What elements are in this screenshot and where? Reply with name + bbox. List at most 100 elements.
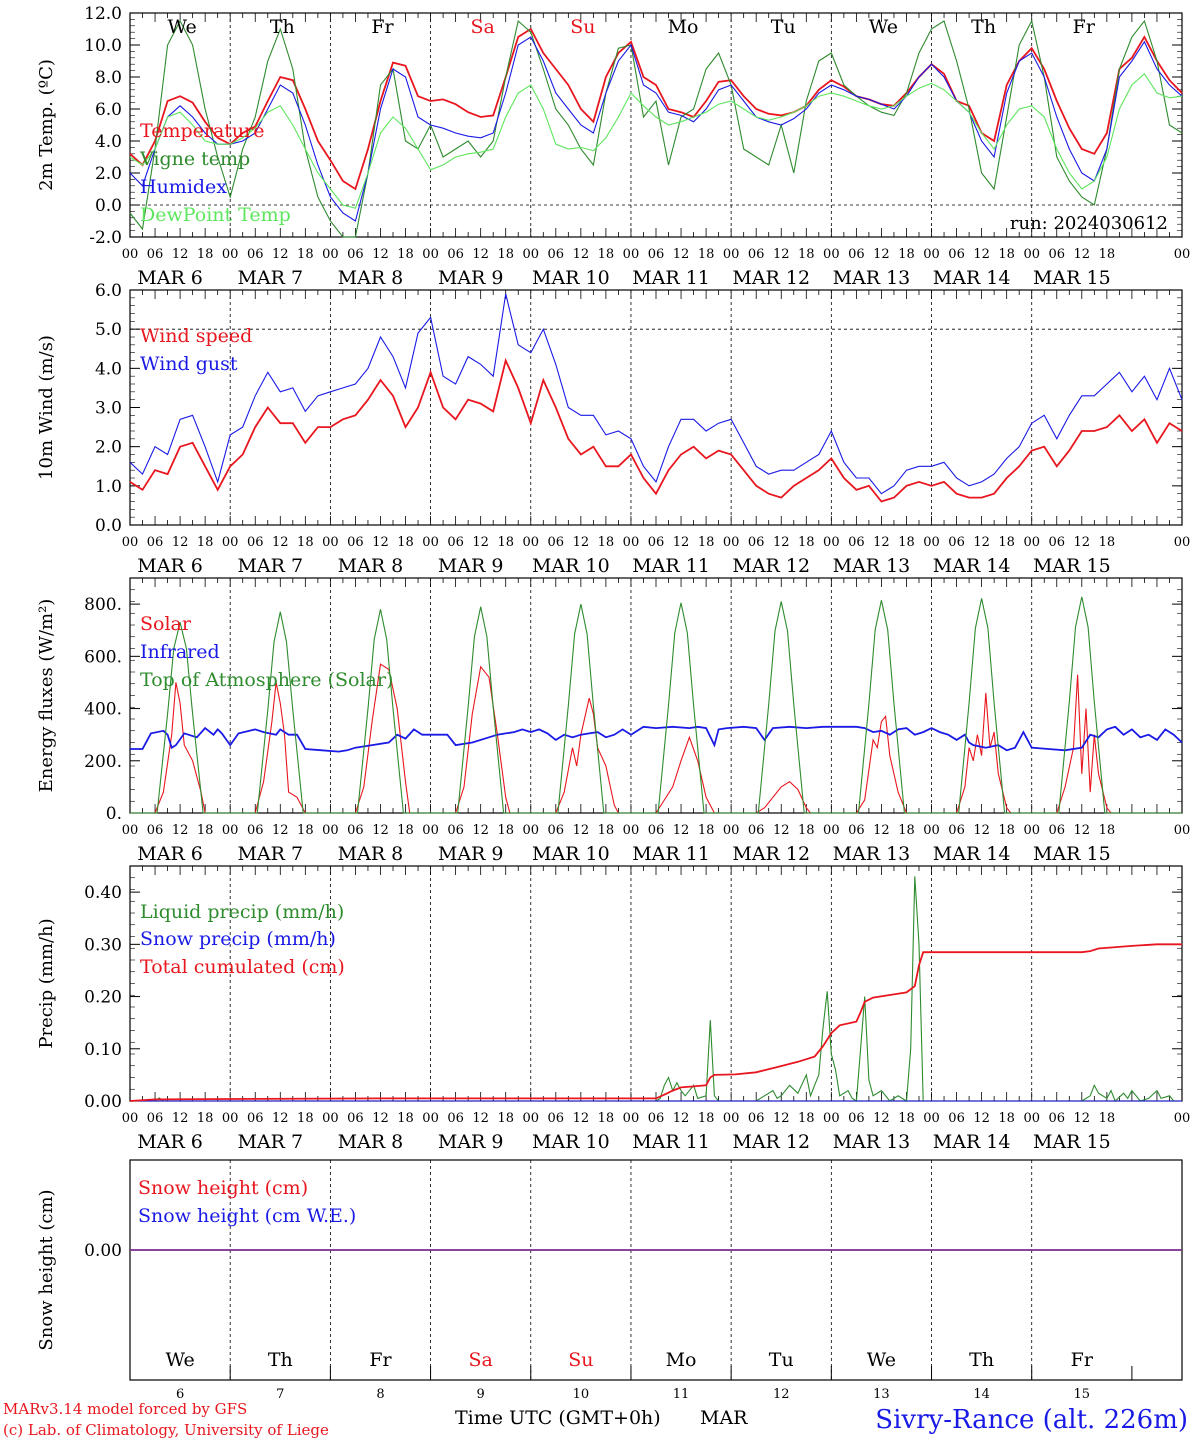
hour-tick-label: 12 (873, 247, 890, 262)
hour-tick-label: 00 (823, 1111, 840, 1126)
panel-frame (129, 289, 1183, 526)
month-label: MAR (700, 1407, 748, 1429)
hour-tick-label: 06 (648, 535, 665, 550)
weekday-top-tu: Tu (771, 16, 796, 38)
model-credit: MARv3.14 model forced by GFS (3, 1400, 247, 1418)
hour-tick-label: 18 (1099, 247, 1116, 262)
weekday-top-fr: Fr (1073, 16, 1096, 38)
legend-dewpoint-temp: DewPoint Temp (140, 204, 291, 226)
date-label: MAR 15 (1033, 267, 1111, 289)
hour-tick-label: 12 (472, 247, 489, 262)
hour-tick-label: 00 (122, 535, 139, 550)
series-line-wind-gust (129, 293, 1183, 495)
weekday-bottom-fr: Fr (1071, 1349, 1094, 1371)
legend-solar: Solar (140, 613, 192, 635)
date-label: MAR 11 (632, 555, 710, 577)
weekday-top-we: We (167, 16, 196, 38)
hour-tick-label: 00 (322, 535, 339, 550)
hour-tick-label: 12 (673, 535, 690, 550)
y-tick-label: 12.0 (84, 4, 122, 24)
date-label: MAR 15 (1033, 555, 1111, 577)
panel-frame (129, 1159, 1183, 1381)
hour-tick-label: 00 (623, 823, 640, 838)
y-tick-label: 0.00 (84, 1092, 122, 1112)
hour-tick-label: 00 (422, 1111, 439, 1126)
date-label: MAR 6 (137, 1131, 203, 1153)
hour-tick-label: 12 (272, 1111, 289, 1126)
hour-tick-label: 06 (447, 247, 464, 262)
hour-tick-label: 18 (397, 247, 414, 262)
weekday-bottom-mo: Mo (666, 1349, 697, 1371)
hour-tick-label: 00 (522, 247, 539, 262)
hour-tick-label: 06 (848, 247, 865, 262)
hour-tick-label: 00 (923, 1111, 940, 1126)
day-number: 11 (673, 1387, 690, 1402)
date-label: MAR 14 (933, 555, 1011, 577)
hour-tick-label: 18 (397, 823, 414, 838)
y-tick-label: 200. (84, 752, 122, 772)
hour-tick-label: 18 (297, 1111, 314, 1126)
hour-tick-label: 00 (222, 823, 239, 838)
hour-tick-label: 12 (773, 535, 790, 550)
hour-tick-label: 18 (898, 247, 915, 262)
date-label: MAR 9 (438, 843, 504, 865)
hour-tick-label: 06 (147, 535, 164, 550)
day-number: 8 (376, 1387, 384, 1402)
hour-tick-label: 00 (422, 535, 439, 550)
hour-tick-label: 12 (372, 1111, 389, 1126)
date-label: MAR 9 (438, 1131, 504, 1153)
weekday-top-su: Su (570, 16, 595, 38)
hour-tick-label: 18 (898, 535, 915, 550)
date-label: MAR 12 (732, 1131, 810, 1153)
legend-snow-height-cm-w-e: Snow height (cm W.E.) (138, 1205, 356, 1227)
hour-tick-label: 12 (1074, 247, 1091, 262)
y-tick-label: 800. (84, 595, 122, 615)
hour-tick-label: 18 (898, 1111, 915, 1126)
weekday-top-we: We (869, 16, 898, 38)
hour-tick-label: 00 (723, 1111, 740, 1126)
date-label: MAR 10 (532, 843, 610, 865)
date-label: MAR 14 (933, 1131, 1011, 1153)
hour-tick-label: 18 (297, 535, 314, 550)
hour-tick-label: 06 (848, 535, 865, 550)
day-number: 13 (873, 1387, 890, 1402)
y-tick-label: 8.0 (95, 68, 122, 88)
date-label: MAR 10 (532, 555, 610, 577)
hour-tick-label: 00 (623, 1111, 640, 1126)
y-tick-label: 6.0 (95, 100, 122, 120)
hour-tick-label: 00 (1174, 1111, 1191, 1126)
hour-tick-label: 18 (397, 535, 414, 550)
hour-tick-label: 00 (422, 247, 439, 262)
date-label: MAR 14 (933, 267, 1011, 289)
hour-tick-label: 18 (497, 247, 514, 262)
weekday-top-th: Th (270, 16, 295, 38)
hour-tick-label: 06 (247, 823, 264, 838)
day-number: 6 (176, 1387, 184, 1402)
hour-tick-label: 12 (573, 535, 590, 550)
hour-tick-label: 12 (973, 1111, 990, 1126)
date-label: MAR 8 (338, 555, 404, 577)
hour-tick-label: 18 (497, 823, 514, 838)
hour-tick-label: 12 (873, 823, 890, 838)
day-number: 14 (973, 1387, 990, 1402)
hour-tick-label: 00 (222, 1111, 239, 1126)
series-line-wind-speed (129, 357, 1183, 503)
legend-liquid-precip-mm-h: Liquid precip (mm/h) (140, 901, 344, 923)
weekday-bottom-we: We (867, 1349, 896, 1371)
hour-tick-label: 18 (698, 535, 715, 550)
hour-tick-label: 00 (322, 247, 339, 262)
hour-tick-label: 12 (773, 1111, 790, 1126)
hour-tick-label: 00 (522, 1111, 539, 1126)
legend-snow-precip-mm-h: Snow precip (mm/h) (140, 928, 336, 950)
hour-tick-label: 18 (698, 247, 715, 262)
hour-tick-label: 06 (347, 535, 364, 550)
y-tick-label: 0.10 (84, 1040, 122, 1060)
hour-tick-label: 12 (673, 247, 690, 262)
legend-humidex: Humidex (140, 176, 227, 198)
hour-tick-label: 06 (347, 1111, 364, 1126)
series-line-liquid-precip-mm-h (130, 876, 1182, 1102)
hour-tick-label: 06 (848, 1111, 865, 1126)
hour-tick-label: 18 (297, 823, 314, 838)
hour-tick-label: 06 (648, 247, 665, 262)
weekday-top-sa: Sa (470, 16, 494, 38)
